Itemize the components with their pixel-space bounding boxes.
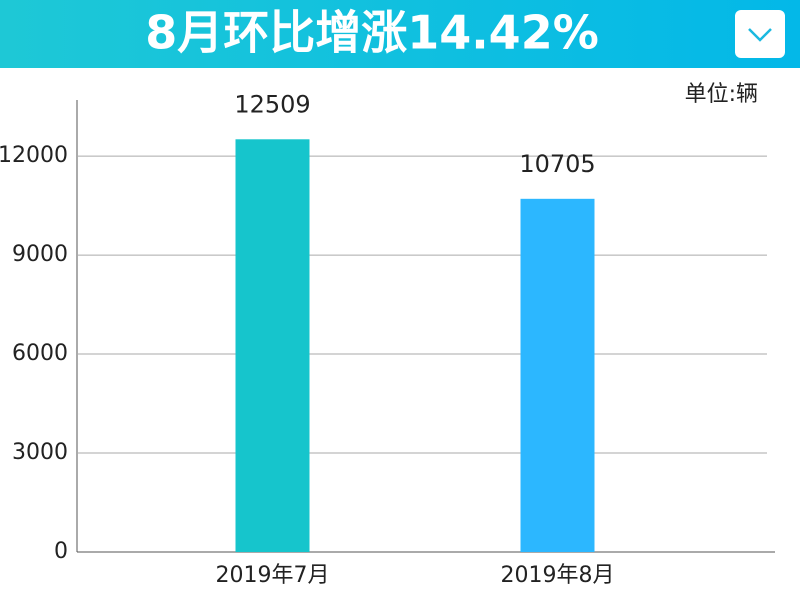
data-label: 12509 <box>234 90 310 118</box>
header-banner <box>0 0 800 68</box>
x-tick-label: 2019年8月 <box>501 563 615 588</box>
y-tick-label: 9000 <box>12 242 68 267</box>
dropdown-button[interactable] <box>735 10 785 58</box>
y-tick-label: 6000 <box>12 341 68 366</box>
y-tick-label: 12000 <box>0 143 68 168</box>
chevron-icon[interactable] <box>748 28 772 42</box>
dropdown-box[interactable] <box>735 10 785 58</box>
unit-label: 单位:辆 <box>685 82 758 107</box>
x-tick-label: 2019年7月 <box>216 563 330 588</box>
bar <box>235 139 310 552</box>
bar <box>520 198 595 552</box>
data-label: 10705 <box>519 150 595 178</box>
chart-title: 8月环比增涨14.42% <box>145 6 599 60</box>
y-tick-label: 0 <box>54 539 68 564</box>
y-tick-label: 3000 <box>12 440 68 465</box>
